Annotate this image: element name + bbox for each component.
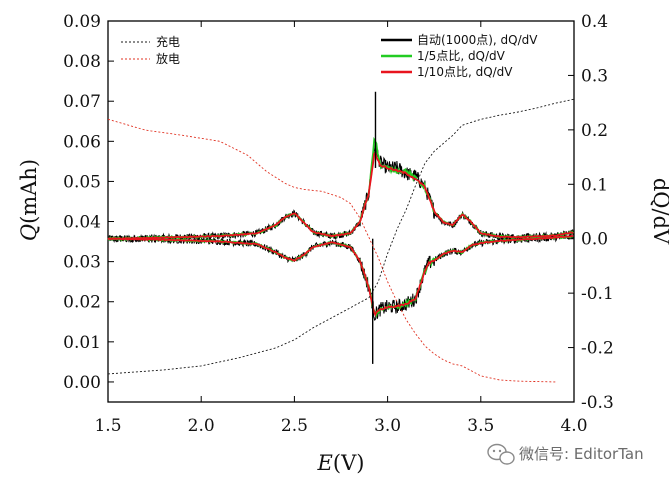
y-left-tick-label: 0.07 <box>63 92 101 112</box>
legend-charge-label: 充电 <box>156 34 180 49</box>
axis-layer: 1.5 2.0 2.5 3.0 3.5 4.0 0.00 0.01 0.02 0.03 0.04 0.… <box>63 12 614 436</box>
x-axis-title: E(V) <box>317 451 365 475</box>
y-right-tick-label: 0.0 <box>581 230 608 250</box>
x-tick-label: 3.5 <box>467 416 494 436</box>
x-axis-title-symbol: E <box>317 451 333 475</box>
y-left-axis-title-symbol: Q <box>17 224 41 241</box>
legend-discharge-label: 放电 <box>156 51 180 66</box>
x-axis-title-unit: (V) <box>333 451 365 475</box>
y-left-tick-label: 0.00 <box>63 373 101 393</box>
y-left-tick-label: 0.03 <box>63 253 101 273</box>
legend-left: 充电 放电 <box>121 34 180 66</box>
discharge-capacity-line <box>107 118 556 383</box>
y-left-axis-title-unit: (mAh) <box>17 159 41 224</box>
y-left-tick-label: 0.08 <box>63 52 101 72</box>
legend-right: 自动(1000点), dQ/dV 1/5点比, dQ/dV 1/10点比, dQ… <box>381 33 538 79</box>
watermark: 微信号: EditorTan <box>487 443 644 465</box>
y-left-tick-label: 0.09 <box>63 12 101 32</box>
y-right-tick-label: -0.1 <box>581 284 614 304</box>
y-left-tick-label: 0.02 <box>63 293 101 313</box>
y-left-axis-title: Q(mAh) <box>17 159 41 241</box>
series-layer <box>107 91 575 383</box>
y-right-axis-title: dQ/dV <box>649 178 669 245</box>
y-left-tick-label: 0.06 <box>63 132 101 152</box>
watermark-text: 微信号: EditorTan <box>519 445 644 463</box>
y-right-tick-label: -0.3 <box>581 393 614 413</box>
dqdv-tenth-line-charge <box>107 150 574 241</box>
y-right-tick-label: 0.4 <box>581 12 608 32</box>
legend-tenth-label: 1/10点比, dQ/dV <box>417 65 513 79</box>
y-right-tick-label: -0.2 <box>581 339 614 359</box>
y-right-tick-label: 0.2 <box>581 121 608 141</box>
legend-auto-label: 自动(1000点), dQ/dV <box>417 33 538 47</box>
legend-fifth-label: 1/5点比, dQ/dV <box>417 49 506 63</box>
y-left-tick-label: 0.04 <box>63 213 101 233</box>
x-tick-label: 3.0 <box>374 416 401 436</box>
plot-area <box>107 20 575 403</box>
plot-frame <box>107 20 575 403</box>
wechat-icon <box>487 443 515 465</box>
dqdv-tenth-line-discharge <box>107 235 574 317</box>
y-left-tick-label: 0.05 <box>63 172 101 192</box>
charge-capacity-line <box>107 98 575 375</box>
y-right-tick-label: 0.1 <box>581 175 608 195</box>
x-tick-label: 2.0 <box>188 416 215 436</box>
y-left-tick-label: 0.01 <box>63 333 101 353</box>
x-tick-label: 1.5 <box>94 416 121 436</box>
x-tick-label: 2.5 <box>281 416 308 436</box>
y-right-tick-label: 0.3 <box>581 66 608 86</box>
x-tick-label: 4.0 <box>560 416 587 436</box>
